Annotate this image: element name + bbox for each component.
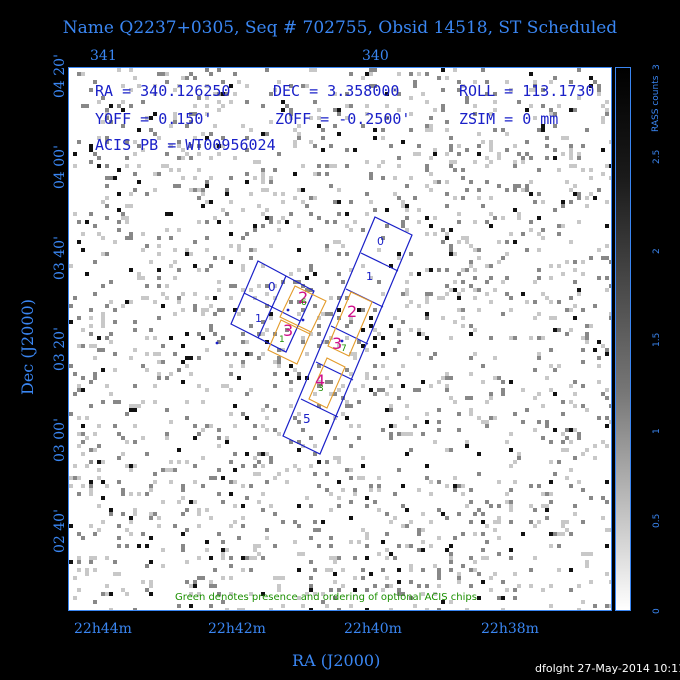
colorbar-title: RASS counts — [651, 75, 661, 132]
y-tick-0320: 03 20' — [52, 327, 68, 371]
top-tick-340: 340 — [362, 48, 389, 64]
y-axis-label: Dec (J2000) — [18, 299, 37, 395]
acis-i-outline — [230, 260, 315, 353]
acis-s-div5 — [300, 398, 339, 418]
acis-s-outline — [282, 216, 413, 455]
y-tick-0400: 04 00' — [52, 145, 68, 189]
y-tick-0240: 02 40' — [52, 509, 68, 553]
acis-s-div1 — [360, 252, 399, 272]
subarray-boxes — [267, 285, 373, 409]
chip-s2-label: 2 — [347, 302, 358, 321]
chip-s5-label: 5 — [303, 412, 311, 426]
info-yoff: YOFF = 0.150' — [95, 110, 213, 128]
colorbar-tick-0: 0 — [652, 608, 662, 614]
chip-s4-label: 4 — [315, 371, 326, 390]
top-tick-341: 341 — [90, 48, 117, 64]
rass-image — [69, 68, 611, 610]
info-roll: ROLL = 113.1730 — [459, 82, 595, 100]
optional-label-c: 1 — [279, 335, 285, 345]
page-title: Name Q2237+0305, Seq # 702755, Obsid 145… — [62, 18, 618, 38]
y-tick-0420: 04 20' — [52, 54, 68, 98]
colorbar — [615, 67, 631, 611]
footer-timestamp: dfolght 27-May-2014 10:11 — [535, 662, 680, 675]
colorbar-tick-2: 2 — [652, 248, 662, 254]
acis-i-divider-h — [243, 292, 301, 322]
chip-i3-label: 3 — [283, 321, 294, 340]
subarray-i2 — [279, 285, 327, 333]
info-acis-pb: ACIS PB = WT00956024 — [95, 136, 276, 154]
subarray-s4 — [308, 357, 346, 409]
info-zsim: ZSIM = 0 mm — [459, 110, 559, 128]
chip-i2-label: 2 — [298, 288, 309, 307]
acis-s-div4 — [315, 361, 354, 381]
optional-label-e: 3 — [318, 384, 324, 394]
info-ra: RA = 340.126250 — [95, 82, 231, 100]
optional-label-b: 7 — [341, 344, 347, 354]
chip-s1-label: 1 — [366, 270, 373, 283]
chip-s0-label: 0 — [377, 235, 384, 248]
x-tick-22h40m: 22h40m — [344, 621, 402, 637]
colorbar-tick-2.5: 2.5 — [652, 149, 662, 164]
colorbar-tick-1: 1 — [652, 428, 662, 434]
y-tick-0340: 03 40' — [52, 236, 68, 280]
chip-i0-label: 0 — [268, 280, 276, 294]
colorbar-tick-3: 3 — [652, 64, 662, 70]
sky-image-panel[interactable]: 0 1 2 3 0 1 2 3 4 5 6 1 7 3 RA = 340.126… — [68, 67, 612, 611]
info-dec: DEC = 3.358000 — [273, 82, 400, 100]
acis-footprint — [215, 216, 413, 455]
subarray-i3 — [267, 319, 311, 365]
optional-label-a: 6 — [301, 298, 307, 308]
colorbar-tick-0.5: 0.5 — [652, 513, 662, 528]
x-tick-22h42m: 22h42m — [208, 621, 266, 637]
x-tick-22h44m: 22h44m — [74, 621, 132, 637]
acis-i-array — [230, 260, 315, 353]
info-zoff: ZOFF = -0.2500' — [275, 110, 411, 128]
green-note: Green denotes presence and ordering of o… — [175, 592, 477, 603]
colorbar-tick-1.5: 1.5 — [652, 332, 662, 347]
aimpoint-marks — [215, 308, 344, 345]
subarray-s2 — [327, 291, 373, 357]
chip-i1-label: 1 — [255, 312, 262, 325]
x-axis-label: RA (J2000) — [292, 651, 381, 670]
acis-s-div3 — [330, 325, 369, 345]
acis-s-array — [282, 216, 413, 455]
x-tick-22h38m: 22h38m — [481, 621, 539, 637]
y-tick-0300: 03 00' — [52, 418, 68, 462]
chip-s3-label: 3 — [332, 334, 343, 353]
